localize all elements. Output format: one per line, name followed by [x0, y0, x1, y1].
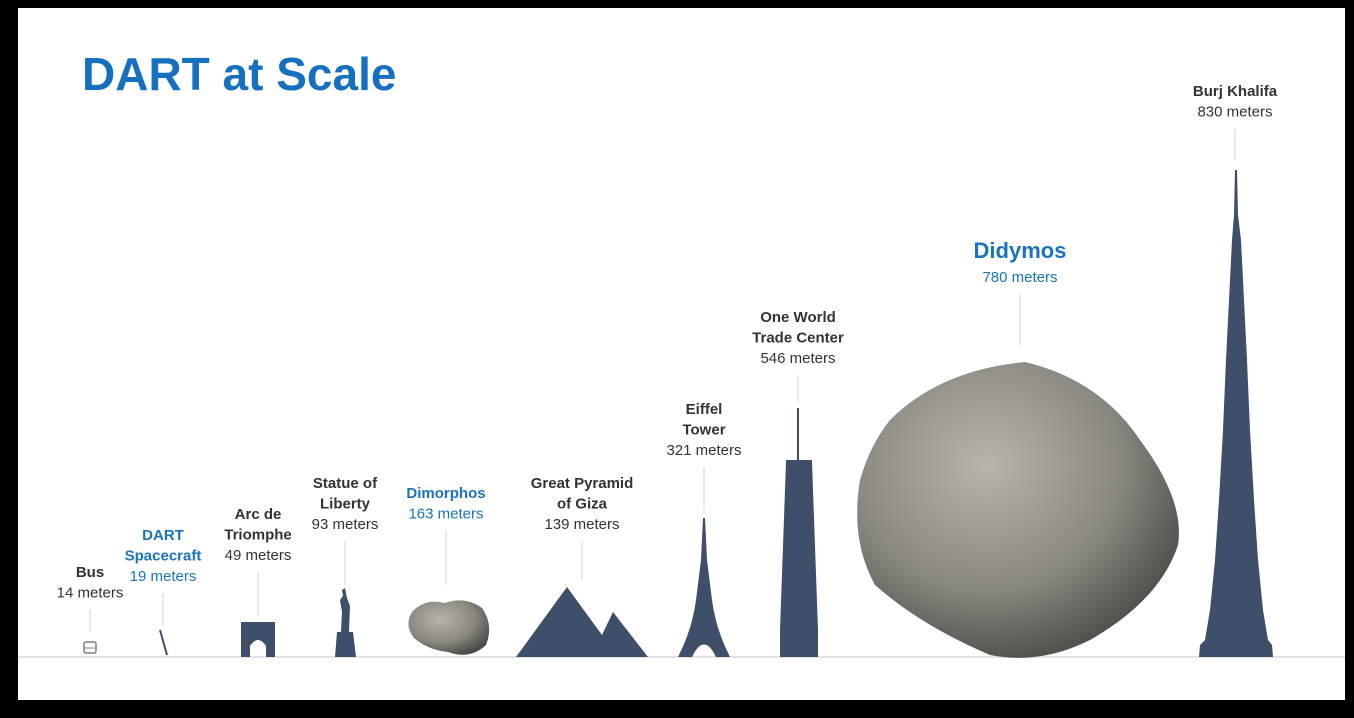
item-size: 93 meters — [312, 516, 379, 533]
item-size: 321 meters — [666, 442, 741, 459]
item-name: One World — [760, 309, 836, 326]
item-name: Bus — [76, 564, 104, 581]
item-name: of Giza — [557, 495, 608, 512]
item-name: Eiffel — [686, 401, 723, 418]
item-size: 163 meters — [408, 505, 483, 522]
item-name: Liberty — [320, 495, 371, 512]
item-name: Triomphe — [224, 526, 292, 543]
item-name: Burj Khalifa — [1193, 83, 1278, 100]
item-name: Didymos — [974, 238, 1067, 263]
item-size: 49 meters — [225, 547, 292, 564]
item-name: Great Pyramid — [531, 475, 634, 492]
item-size: 139 meters — [544, 516, 619, 533]
infographic: DART at Scale Bus 14 meters DART Spacecraft… — [0, 0, 1354, 718]
item-name: DART — [142, 527, 184, 544]
item-size: 19 meters — [130, 568, 197, 585]
item-size: 14 meters — [57, 584, 124, 601]
item-name: Trade Center — [752, 329, 844, 346]
item-name: Statue of — [313, 475, 378, 492]
item-name: Tower — [682, 421, 725, 438]
item-size: 830 meters — [1197, 103, 1272, 120]
item-name: Arc de — [235, 506, 282, 523]
title: DART at Scale — [82, 48, 396, 100]
item-name: Spacecraft — [125, 547, 202, 564]
item-size: 780 meters — [982, 269, 1057, 286]
item-name: Dimorphos — [406, 485, 485, 502]
item-size: 546 meters — [760, 350, 835, 367]
